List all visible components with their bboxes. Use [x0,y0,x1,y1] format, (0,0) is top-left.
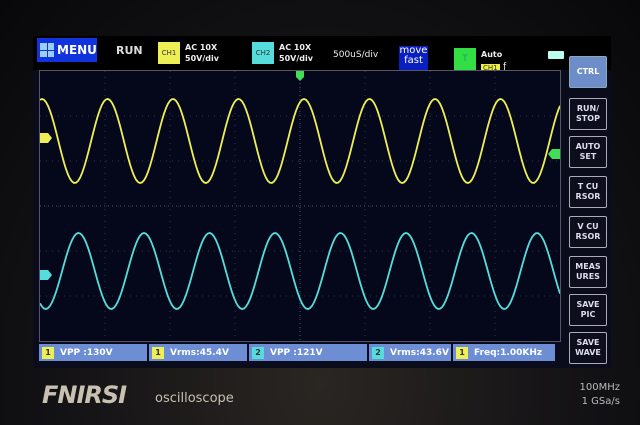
measurement-value: Vrms:45.4V [170,347,229,358]
run-state[interactable]: RUN [116,44,143,57]
measurement-item[interactable]: 2 Vrms:43.6V [369,344,451,361]
channel-tag: 2 [252,346,264,359]
measurement-value: VPP :130V [60,347,113,358]
measurement-value: Freq:1.00KHz [474,347,543,358]
sidebar-button-autoset[interactable]: AUTO SET [569,136,607,168]
channel-tag: 1 [152,346,164,359]
sidebar-button-runstop[interactable]: RUN/ STOP [569,98,607,130]
channel-tag: 2 [372,346,384,359]
sample-rate: 1 GSa/s [581,396,620,407]
ch2-coupling: AC 10X [279,43,312,52]
measurement-item[interactable]: 1 VPP :130V [39,344,147,361]
waveform-svg [39,71,561,341]
trigger-badge[interactable]: T [454,48,476,70]
timebase[interactable]: 500uS/div [333,50,379,60]
sidebar-button-measures[interactable]: MEAS URES [569,256,607,288]
trigger-mode: Auto [481,50,503,59]
measurement-item[interactable]: 1 Freq:1.00KHz [453,344,555,361]
sidebar-button-savepic[interactable]: SAVE PIC [569,294,607,326]
spec-label: 100MHz 1 GSa/s [560,381,620,409]
bandwidth: 100MHz [579,382,620,393]
measurement-item[interactable]: 1 Vrms:45.4V [149,344,247,361]
grid-icon [40,43,54,57]
move-mode-button[interactable]: move fast [399,46,428,70]
channel-tag: 1 [456,346,468,359]
waveform-plot[interactable] [39,70,561,342]
menu-label: MENU [57,43,97,57]
top-status-bar: MENU RUN CH1 AC 10X 50V/div CH2 AC 10X 50V… [33,36,611,72]
sidebar-button-tcursor[interactable]: T CU RSOR [569,176,607,208]
trigger-level-marker[interactable] [548,149,560,159]
oscilloscope-screen: MENU RUN CH1 AC 10X 50V/div CH2 AC 10X 50V… [33,36,611,368]
measurement-item[interactable]: 2 VPP :121V [249,344,367,361]
ch1-marker[interactable] [40,133,52,143]
ch2-marker[interactable] [40,270,52,280]
measurement-value: VPP :121V [270,347,323,358]
move-label: move [399,45,428,56]
ch1-coupling: AC 10X [185,43,218,52]
brand-logo: FNIRSI [42,381,127,409]
ch2-settings: AC 10X 50V/div [279,42,313,64]
ch2-scale: 50V/div [279,54,313,63]
sidebar-button-vcursor[interactable]: V CU RSOR [569,216,607,248]
sidebar-button-savewave[interactable]: SAVE WAVE [569,332,607,364]
sidebar-button-ctrl[interactable]: CTRL [569,56,607,88]
ch1-badge[interactable]: CH1 [158,42,180,64]
ch2-badge[interactable]: CH2 [252,42,274,64]
channel-tag: 1 [42,346,54,359]
ch1-settings: AC 10X 50V/div [185,42,219,64]
ch2-waveform [39,232,561,310]
ch1-waveform [39,98,561,184]
ch1-scale: 50V/div [185,54,219,63]
menu-button[interactable]: MENU [37,38,97,62]
battery-icon [548,51,564,59]
measurement-value: Vrms:43.6V [390,347,449,358]
brand-subtitle: oscilloscope [155,391,234,406]
speed-label: fast [404,55,423,66]
trigger-source: CH1 [481,64,500,72]
rising-edge-icon: ƒ [503,62,507,72]
trigger-position-marker[interactable] [296,71,304,81]
